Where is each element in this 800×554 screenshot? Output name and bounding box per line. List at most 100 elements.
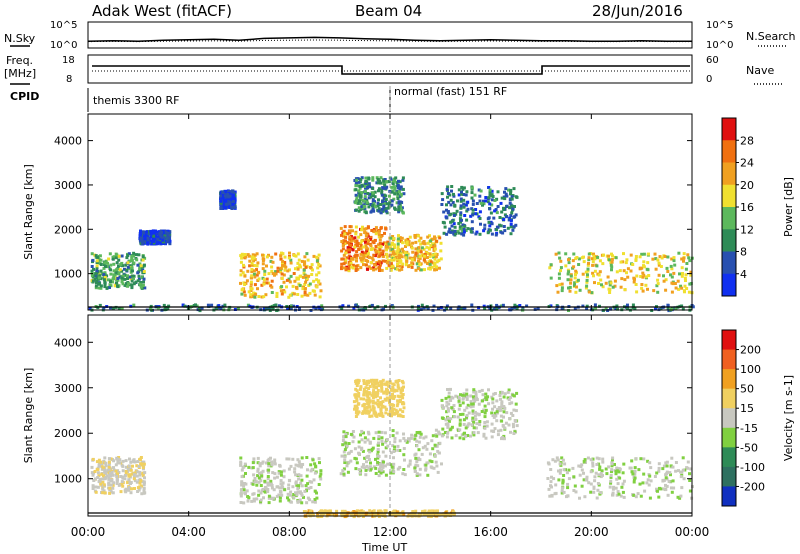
echo-cell (659, 265, 663, 268)
echo-cell (390, 258, 393, 262)
echo-cell (379, 510, 383, 514)
echo-cell (548, 494, 552, 498)
echo-cell (490, 422, 494, 426)
echo-cell (294, 463, 298, 467)
echo-cell (632, 480, 636, 484)
echo-cell (159, 242, 163, 246)
echo-cell (419, 250, 423, 254)
echo-cell (586, 263, 590, 267)
echo-cell (439, 241, 443, 245)
echo-cell (347, 304, 351, 308)
echo-cell (394, 252, 398, 255)
echo-cell (309, 469, 313, 473)
echo-cell (392, 237, 396, 240)
echo-cell (368, 399, 372, 403)
echo-cell (671, 479, 675, 483)
echo-cell (573, 283, 576, 287)
echo-cell (239, 501, 243, 504)
echo-cell (387, 397, 391, 401)
colorbar-tick-label: 24 (740, 157, 754, 170)
echo-cell (139, 237, 143, 241)
echo-cell (281, 481, 285, 485)
echo-cell (344, 441, 348, 445)
echo-cell (427, 509, 431, 513)
echo-cell (374, 267, 378, 271)
echo-cell (157, 241, 161, 245)
echo-cell (300, 456, 304, 460)
echo-cell (592, 486, 596, 490)
echo-cell (433, 244, 437, 248)
echo-cell (410, 246, 414, 250)
echo-cell (257, 270, 261, 274)
echo-cell (384, 440, 388, 444)
echo-cell (601, 285, 605, 289)
echo-cell (645, 267, 649, 271)
echo-cell (134, 280, 138, 284)
colorbar-swatch (722, 388, 736, 409)
echo-cell (354, 232, 358, 236)
echo-cell (317, 483, 321, 486)
echo-cell (357, 194, 361, 198)
echo-cell (462, 230, 466, 234)
echo-cell (424, 435, 428, 439)
echo-cell (426, 262, 429, 265)
echo-cell (243, 274, 247, 278)
echo-cell (378, 179, 382, 183)
echo-cell (357, 440, 361, 444)
echo-cell (496, 205, 500, 208)
echo-cell (557, 276, 561, 280)
echo-cell (390, 203, 394, 207)
echo-cell (415, 444, 419, 448)
echo-cell (479, 222, 482, 226)
echo-cell (567, 286, 570, 290)
echo-cell (617, 492, 621, 496)
echo-cell (380, 430, 384, 434)
echo-cell (577, 257, 581, 261)
echo-cell (490, 435, 494, 439)
nsky-tick-top: 10^5 (50, 20, 77, 31)
echo-cell (596, 482, 600, 485)
echo-cell (514, 419, 518, 423)
echo-cell (559, 468, 562, 472)
echo-cell (585, 284, 589, 288)
echo-cell (614, 472, 618, 476)
echo-cell (616, 482, 620, 486)
echo-cell (478, 199, 482, 203)
echo-cell (684, 267, 688, 271)
echo-cell (377, 207, 381, 211)
echo-cell (445, 404, 449, 408)
echo-cell (127, 478, 131, 482)
echo-cell (357, 248, 361, 251)
echo-cell (581, 272, 585, 276)
echo-cell (354, 380, 358, 383)
echo-cell (367, 196, 371, 200)
echo-cell (251, 295, 255, 299)
echo-cell (125, 256, 129, 260)
echo-cell (672, 259, 676, 263)
echo-cell (356, 381, 360, 385)
echo-cell (569, 281, 573, 285)
echo-cell (593, 475, 597, 479)
beam-title: Beam 04 (355, 2, 422, 20)
echo-cell (260, 283, 264, 287)
echo-cell (376, 381, 380, 385)
echo-cell (280, 292, 284, 296)
echo-cell (371, 198, 375, 202)
echo-cell (393, 509, 397, 513)
echo-cell (581, 304, 585, 308)
echo-cell (462, 193, 466, 196)
echo-cell (257, 295, 261, 298)
echo-cell (459, 211, 463, 215)
echo-cell (383, 231, 386, 235)
echo-cell (137, 488, 141, 492)
echo-cell (116, 284, 119, 288)
echo-cell (378, 260, 382, 264)
echo-cell (160, 231, 163, 234)
echo-cell (474, 426, 478, 430)
echo-cell (251, 482, 255, 486)
echo-cell (391, 411, 395, 415)
echo-cell (296, 458, 300, 462)
echo-cell (405, 240, 409, 244)
echo-cell (477, 402, 481, 406)
echo-cell (273, 458, 277, 462)
